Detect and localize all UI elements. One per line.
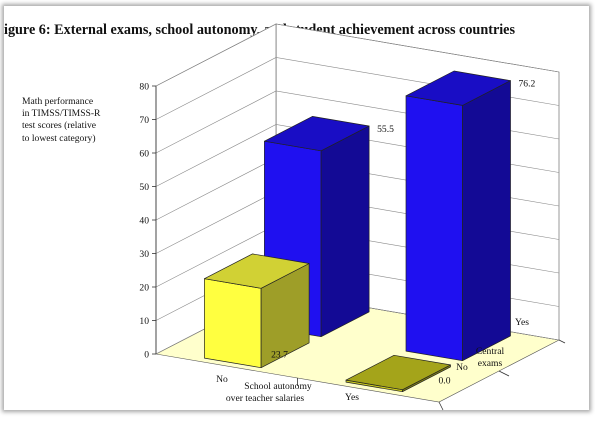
y-axis-label-line: Math performance [22, 96, 94, 107]
y-axis-label-line: test scores (relative [22, 120, 97, 132]
chart-bars [204, 70, 511, 393]
y-tick-label: 60 [139, 149, 149, 160]
x-axis-label-line: over teacher salaries [226, 393, 305, 404]
floor-tick [558, 339, 566, 344]
x-category-label: No [216, 374, 228, 385]
depth-category-label: Yes [515, 317, 529, 328]
y-tick-label: 40 [139, 216, 149, 227]
y-tick-label: 80 [139, 82, 149, 93]
bar-top-face [204, 253, 310, 289]
bar-front-face [405, 95, 463, 362]
y-axis-label-line: to lowest category) [22, 132, 96, 144]
bar-value-label: 23.7 [271, 350, 288, 361]
y-axis-label-line: in TIMSS/TIMSS-R [22, 108, 101, 120]
y-tick-label: 70 [139, 115, 149, 126]
y-tick-label: 50 [139, 182, 149, 193]
floor-tick [498, 370, 510, 377]
bar-top-face [405, 70, 511, 106]
bar [405, 70, 511, 362]
y-axis-label: Math performance in TIMSS/TIMSS-R test s… [22, 96, 142, 145]
x-axis-label-line: School autonomy [244, 381, 312, 392]
bar-top-face [345, 354, 451, 391]
y-tick-label: 20 [139, 283, 149, 294]
depth-axis-label-line: Central [476, 346, 505, 357]
y-tick-label: 30 [139, 249, 149, 260]
bar-value-label: 76.2 [519, 79, 536, 90]
bar-top-face [264, 116, 370, 152]
figure-title: igure 6: External exams, school autonomy… [4, 22, 515, 38]
bar [345, 354, 451, 393]
floor-tick [438, 401, 444, 411]
bar [204, 253, 310, 369]
chart-axes [152, 85, 566, 411]
bar-side-face [320, 125, 370, 338]
grid-line [155, 23, 560, 87]
bar-side-face [462, 80, 511, 362]
depth-axis-label-line: exams [478, 358, 503, 369]
bar-value-label: 55.5 [377, 124, 394, 135]
bar-value-label: 0.0 [439, 375, 451, 386]
depth-category-label: No [456, 362, 468, 373]
y-tick-label: 10 [139, 316, 149, 327]
chart-labels: School autonomy over teacher salaries No… [139, 79, 535, 404]
y-tick-label: 0 [144, 350, 149, 361]
bar-front-face [204, 278, 262, 369]
x-category-label: Yes [345, 392, 359, 403]
